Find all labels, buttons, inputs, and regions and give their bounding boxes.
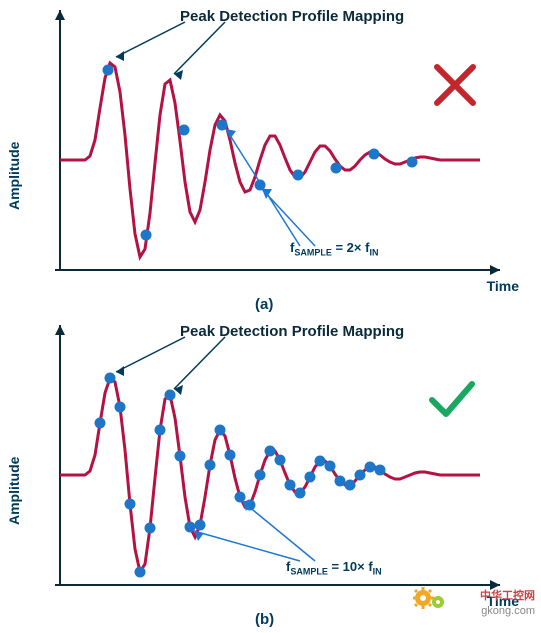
- panel-b-svg: [0, 315, 541, 615]
- figure-root: Peak Detection Profile Mapping Amplitude…: [0, 0, 541, 633]
- watermark-cn: 中华工控网: [480, 587, 535, 603]
- watermark-gears-icon: [413, 585, 449, 616]
- panel-b: Peak Detection Profile Mapping Amplitude…: [0, 315, 541, 633]
- watermark-en: gkong.com: [481, 605, 535, 617]
- panel-a-svg: [0, 0, 541, 300]
- panel-a: Peak Detection Profile Mapping Amplitude…: [0, 0, 541, 310]
